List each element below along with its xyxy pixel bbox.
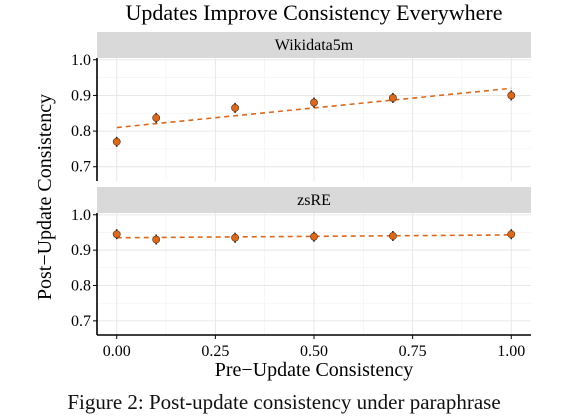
y-tick-label: 0.8 [71,277,91,294]
data-point [112,230,121,239]
x-tick-label: 0.75 [399,343,427,360]
x-tick-label: 0.50 [300,343,328,360]
data-point [152,113,161,122]
y-tick-label: 0.7 [71,313,91,330]
panel-0: Wikidata5m 0.7 0.8 0.9 1.0 [71,32,531,181]
data-point [112,137,121,146]
data-point [310,232,318,241]
data-point [310,98,318,107]
y-tick-label: 0.7 [71,159,91,176]
y-tick-label: 0.9 [71,87,91,104]
facet-strip-label: zsRE [297,192,331,209]
data-point [231,104,239,112]
x-axis-label: Pre−Update Consistency [215,359,413,381]
data-point [152,235,161,244]
x-tick-label: 0.25 [201,343,229,360]
figure-title: Updates Improve Consistency Everywhere [126,0,503,25]
figure-caption: Figure 2: Post-update consistency under … [67,390,501,414]
x-tick-label: 1.00 [497,343,525,360]
y-tick-label: 0.9 [71,242,91,259]
facet-strip [97,187,531,213]
facet-strip [97,32,531,58]
y-tick-label: 1.0 [71,52,91,69]
trend-line [116,87,512,129]
data-point [389,94,397,102]
chart-panels: Wikidata5m 0.7 0.8 0.9 1.0 zsRE 0.7 0.8 0.9 1.0 0.… [71,32,531,360]
y-tick-label: 1.0 [71,207,91,224]
data-point [231,233,239,242]
data-point [507,230,516,239]
y-axis-label: Post−Update Consistency [34,94,56,300]
y-tick-label: 0.8 [71,123,91,140]
facet-strip-label: Wikidata5m [275,37,354,54]
x-tick-label: 0.00 [103,343,131,360]
panel-1: zsRE 0.7 0.8 0.9 1.0 0.00 0.25 0.50 0.75 1.00 [71,187,531,360]
trend-line [116,234,512,239]
data-point [389,232,397,240]
data-point [507,91,516,100]
